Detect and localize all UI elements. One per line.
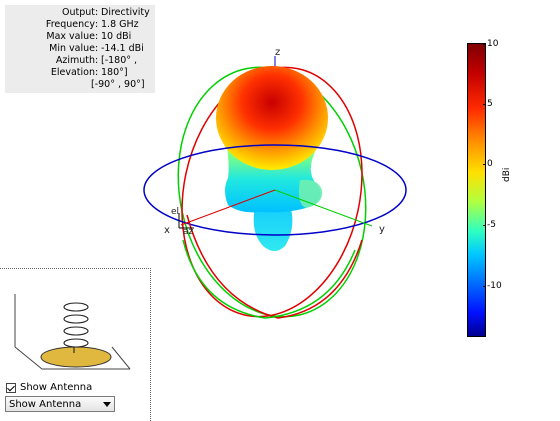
info-label: Frequency [45, 19, 95, 30]
antenna-preview [14, 294, 131, 370]
x-plane-circle-front [186, 214, 363, 319]
colorbar-tick: 5 [483, 99, 493, 109]
info-panel: Output: Directivity Frequency:1.8 GHz Max… [5, 5, 155, 93]
x-plane-circle [181, 66, 363, 318]
y-axis [274, 189, 373, 227]
info-label: Elevation [50, 67, 95, 78]
info-value: 10 dBi [101, 31, 132, 42]
colorbar-tick: -10 [483, 281, 502, 291]
info-value: [-90° , 90°] [91, 79, 145, 90]
colorbar-tick: 0 [483, 159, 493, 169]
helix-icon [63, 302, 89, 353]
y-plane-circle-front [182, 239, 356, 319]
info-value: 180°] [101, 67, 128, 78]
pattern-main-lobe [216, 66, 328, 170]
info-row-frequency: Frequency:1.8 GHz [45, 19, 139, 30]
colorbar-tick: -5 [483, 220, 496, 230]
info-row-max-value: Max value:10 dBi [46, 31, 132, 42]
x-axis-label: x [164, 225, 170, 236]
antenna-panel: Show Antenna Show Antenna [0, 268, 151, 421]
info-value: 1.8 GHz [101, 19, 139, 30]
colorbar [467, 43, 486, 337]
chevron-down-icon [103, 402, 111, 407]
show-antenna-label: Show Antenna [20, 382, 93, 393]
az-label: az [183, 227, 194, 237]
info-value: -14.1 dBi [101, 43, 144, 54]
z-axis-label: z [275, 47, 280, 58]
pattern-side-bulge [298, 179, 323, 208]
info-row-min-value: Min value: -14.1 dBi [49, 43, 144, 54]
info-value: [-180° , [101, 55, 138, 66]
info-row-elevation-range: [-90° , 90°] [5, 79, 155, 91]
checkbox-check-icon[interactable] [6, 383, 16, 393]
el-label: el [171, 207, 179, 217]
info-label: Max value [46, 31, 95, 42]
info-value: Directivity [101, 7, 150, 18]
z-plane-circle [143, 144, 407, 236]
y-axis-label: y [379, 224, 385, 235]
info-row-output: Output: Directivity [62, 7, 150, 18]
info-row-elevation: Elevation:180°] [50, 67, 128, 78]
x-axis [180, 189, 276, 226]
info-label: Min value [49, 43, 95, 54]
colorbar-unit: dBi [502, 167, 512, 182]
dropdown-value: Show Antenna [9, 399, 82, 410]
info-label: Azimuth [55, 55, 95, 66]
antenna-ground-plane-icon [40, 346, 112, 368]
colorbar-tick: 10 [482, 39, 499, 49]
show-antenna-checkbox[interactable]: Show Antenna [6, 382, 92, 394]
show-antenna-dropdown[interactable]: Show Antenna [5, 396, 115, 412]
info-label: Output [62, 7, 95, 18]
info-row-azimuth: Azimuth: [-180° , [55, 55, 138, 66]
